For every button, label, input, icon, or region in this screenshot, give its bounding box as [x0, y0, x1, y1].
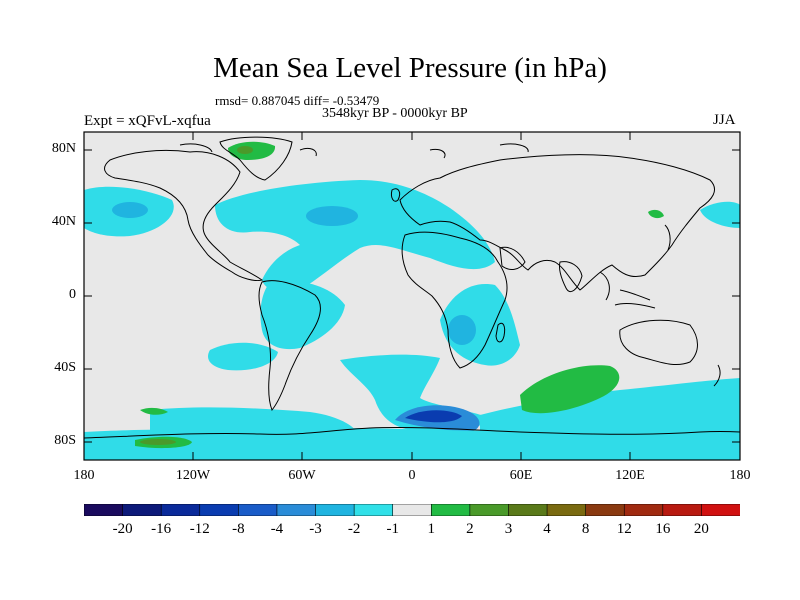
- x-tick-label: 120E: [615, 468, 645, 483]
- colorbar-label: -20: [112, 521, 133, 537]
- colorbar-swatch: [122, 504, 162, 516]
- time-period-label: 3548kyr BP - 0000kyr BP: [322, 106, 468, 121]
- colorbar-swatch: [315, 504, 355, 516]
- x-tick-label: 0: [408, 468, 416, 483]
- colorbar-swatch: [160, 504, 201, 516]
- y-tick-label: 40S: [54, 360, 76, 375]
- rmsd-diff-stats: rmsd= 0.887045 diff= -0.53479: [215, 93, 380, 108]
- y-tick-label: 40N: [51, 214, 76, 229]
- colorbar-label: 2: [466, 521, 474, 537]
- y-tick-marks: [84, 149, 740, 443]
- colorbar-label: 8: [581, 521, 590, 537]
- colorbar-label: -2: [347, 521, 361, 537]
- colorbar-label: -8: [232, 521, 245, 537]
- pressure-anomaly-shading: [84, 141, 740, 460]
- colorbar-swatch: [392, 504, 432, 516]
- y-tick-label: 80N: [51, 141, 76, 156]
- colorbar-label: 16: [655, 521, 671, 537]
- colorbar-swatch: [199, 504, 239, 516]
- colorbar-label: -4: [270, 521, 284, 537]
- y-tick-label: 0: [69, 287, 76, 302]
- colorbar-label: 20: [693, 521, 709, 537]
- colorbar-swatch: [238, 504, 278, 516]
- colorbar-swatch: [623, 504, 664, 516]
- x-tick-label: 120W: [175, 468, 211, 483]
- colorbar-swatch: [585, 504, 625, 516]
- colorbar-label: -16: [151, 521, 172, 537]
- colorbar-swatch: [353, 504, 394, 516]
- colorbar-swatch: [430, 504, 471, 516]
- colorbar-swatch: [469, 504, 510, 516]
- colorbar: [84, 504, 740, 516]
- colorbar-label: 12: [616, 521, 632, 537]
- map-title: Mean Sea Level Pressure (in hPa): [213, 52, 607, 84]
- x-tick-label: 60E: [509, 468, 533, 483]
- colorbar-swatch: [701, 504, 740, 516]
- y-tick-label: 80S: [54, 433, 76, 448]
- colorbar-label: 1: [427, 521, 436, 537]
- colorbar-swatch: [546, 504, 587, 516]
- season-label: JJA: [713, 112, 736, 128]
- x-tick-label: 180: [729, 468, 751, 483]
- coastlines: [84, 136, 740, 439]
- x-tick-marks: [192, 132, 631, 460]
- x-tick-label: 180: [73, 468, 95, 483]
- colorbar-label: -12: [189, 521, 210, 537]
- x-tick-label: 60W: [288, 468, 316, 483]
- colorbar-label: 3: [504, 521, 513, 537]
- colorbar-swatch: [508, 504, 548, 516]
- colorbar-swatch: [662, 504, 703, 516]
- experiment-label: Expt = xQFvL-xqfua: [84, 113, 211, 129]
- colorbar-label: 4: [543, 521, 551, 537]
- colorbar-swatch: [84, 504, 124, 516]
- colorbar-label: -3: [309, 521, 322, 537]
- colorbar-label: -1: [386, 521, 399, 537]
- colorbar-swatch: [276, 504, 317, 516]
